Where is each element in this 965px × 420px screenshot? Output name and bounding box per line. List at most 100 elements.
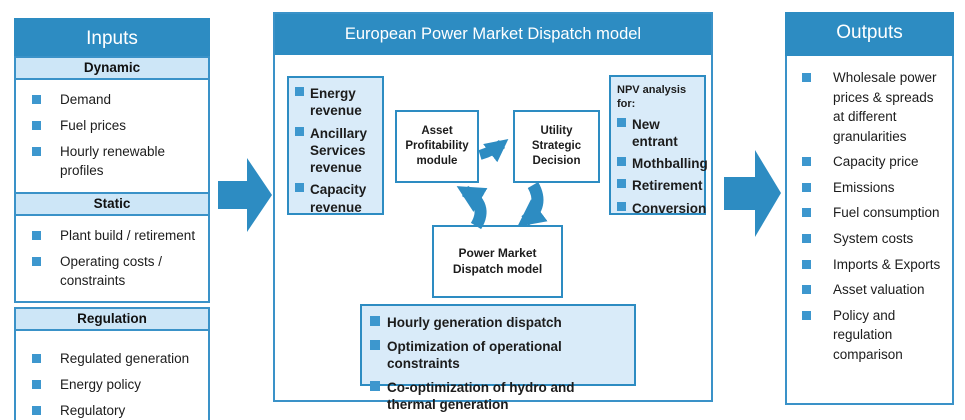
asset-to-utility-arrow-icon	[478, 139, 509, 163]
list-item: Energy revenue	[295, 85, 379, 120]
list-item: Operating costs / constraints	[16, 252, 204, 290]
bullet-square-icon	[802, 233, 811, 243]
list-item: Plant build / retirement	[16, 226, 204, 245]
bullet-square-icon	[370, 339, 380, 350]
list-item-label: Retirement	[632, 178, 703, 194]
list-item-label: Demand	[60, 92, 112, 107]
model-panel: European Power Market Dispatch model Ene…	[273, 12, 713, 412]
bullet-square-icon	[32, 256, 41, 266]
list-item-label: Optimization of operational constraints	[387, 338, 562, 372]
bullet-square-icon	[802, 310, 811, 320]
list-item: Mothballing	[617, 155, 708, 172]
list-item-label: Hourly generation dispatch	[387, 315, 562, 330]
bullet-square-icon	[617, 179, 626, 189]
dispatch-box-label: Power Market Dispatch model	[452, 245, 543, 276]
list-item-label: Mothballing	[632, 156, 708, 172]
list-item: System costs	[787, 229, 946, 249]
list-item-label: Hourly renewable profiles	[60, 144, 166, 179]
dispatch-to-asset-arrow-icon	[456, 185, 488, 230]
bullet-square-icon	[802, 259, 811, 269]
bullet-square-icon	[32, 380, 41, 390]
list-item-label: Fuel consumption	[833, 205, 940, 221]
inputs-panel: Inputs Dynamic Demand Fuel prices Hourly…	[14, 18, 210, 420]
list-item-label: System costs	[833, 230, 914, 246]
list-item: Imports & Exports	[787, 255, 946, 275]
bullet-square-icon	[295, 87, 304, 96]
dispatch-details-list: Hourly generation dispatch Optimization …	[370, 314, 628, 414]
list-item-label: Asset valuation	[833, 282, 925, 298]
list-item-label: Co-optimization of hydro and thermal gen…	[387, 379, 575, 413]
list-item-label: Emissions	[833, 179, 895, 195]
npv-list: New entrant Mothballing Retirement Conve…	[617, 116, 708, 217]
revenue-inputs-box: Energy revenue Ancillary Services revenu…	[287, 76, 384, 215]
npv-analysis-box: NPV analysis for: New entrant Mothballin…	[609, 75, 708, 217]
utility-strategic-decision-box: Utility Strategic Decision	[513, 110, 600, 183]
bullet-square-icon	[32, 354, 41, 364]
list-item: Capacity revenue	[295, 181, 379, 216]
model-to-outputs-arrow-icon	[724, 150, 781, 237]
list-item: Co-optimization of hydro and thermal gen…	[370, 379, 628, 414]
list-item-label: Imports & Exports	[833, 256, 941, 272]
model-panel-title: European Power Market Dispatch model	[275, 14, 711, 55]
list-item: Optimization of operational constraints	[370, 338, 628, 373]
outputs-list: Wholesale power prices & spreads at diff…	[787, 56, 952, 374]
list-item-label: Ancillary Services revenue	[310, 125, 368, 176]
power-market-dispatch-model-box: Power Market Dispatch model	[432, 225, 563, 298]
list-item: Retirement	[617, 177, 703, 194]
list-item: Conversion	[617, 200, 706, 217]
list-item: Emissions	[787, 178, 946, 198]
list-item-label: Regulated generation	[60, 351, 190, 367]
static-list: Plant build / retirement Operating costs…	[16, 216, 208, 301]
bullet-square-icon	[370, 380, 380, 391]
bullet-square-icon	[617, 201, 626, 211]
outputs-panel: Outputs Wholesale power prices & spreads…	[785, 12, 954, 405]
inputs-to-model-arrow-icon	[218, 158, 272, 232]
section-header-static: Static	[16, 193, 208, 216]
bullet-square-icon	[617, 117, 626, 127]
bullet-square-icon	[802, 73, 811, 82]
bullet-square-icon	[32, 95, 41, 104]
list-item-label: Plant build / retirement	[60, 227, 196, 243]
utility-box-label: Utility Strategic Decision	[531, 125, 582, 167]
list-item-label: Capacity price	[833, 154, 919, 170]
utility-to-dispatch-arrow-icon	[517, 182, 548, 227]
inputs-panel-title: Inputs	[14, 18, 210, 58]
list-item: New entrant	[617, 116, 701, 151]
asset-box-label: Asset Profitability module	[405, 125, 469, 167]
list-item: Ancillary Services revenue	[295, 125, 379, 177]
npv-heading: NPV analysis for:	[617, 84, 687, 111]
list-item-label: Capacity revenue	[310, 182, 367, 215]
inputs-section-static: Static Plant build / retirement Operatin…	[14, 191, 210, 304]
section-header-regulation: Regulation	[16, 309, 208, 332]
list-item: Capacity price	[787, 152, 946, 172]
outputs-panel-title: Outputs	[785, 12, 954, 56]
list-item-label: New entrant	[632, 116, 678, 149]
revenue-list: Energy revenue Ancillary Services revenu…	[295, 85, 379, 216]
list-item: Regulated generation	[16, 349, 204, 368]
list-item: Demand	[16, 90, 204, 109]
bullet-square-icon	[802, 285, 811, 295]
dispatch-details-box: Hourly generation dispatch Optimization …	[360, 304, 636, 412]
list-item-label: Regulatory development	[60, 403, 126, 419]
bullet-square-icon	[295, 126, 304, 136]
bullet-square-icon	[370, 316, 380, 326]
bullet-square-icon	[617, 157, 626, 167]
list-item-label: Operating costs / constraints	[60, 253, 163, 288]
list-item: Asset valuation	[787, 280, 946, 300]
list-item-label: Energy revenue	[310, 86, 362, 119]
bullet-square-icon	[802, 157, 811, 167]
bullet-square-icon	[32, 406, 41, 416]
list-item: Energy policy	[16, 375, 204, 394]
inputs-section-dynamic: Dynamic Demand Fuel prices Hourly renewa…	[14, 56, 210, 194]
section-header-dynamic: Dynamic	[16, 58, 208, 80]
inputs-section-regulation: Regulation Regulated generation Energy p…	[14, 307, 210, 420]
list-item: Regulatory development	[16, 401, 204, 420]
list-item-label: Wholesale power prices & spreads at diff…	[833, 70, 937, 144]
list-item: Hourly renewable profiles	[16, 142, 204, 180]
bullet-square-icon	[32, 147, 41, 157]
list-item: Hourly generation dispatch	[370, 314, 628, 332]
asset-profitability-module-box: Asset Profitability module	[395, 110, 479, 183]
list-item: Fuel prices	[16, 116, 204, 135]
list-item: Fuel consumption	[787, 203, 946, 223]
